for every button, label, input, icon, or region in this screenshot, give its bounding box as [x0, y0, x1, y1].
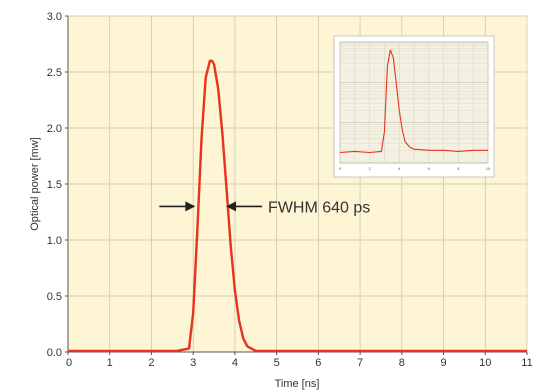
x-tick-label: 0 — [66, 357, 72, 369]
fwhm-arrowhead-right — [226, 201, 237, 212]
inset-x-tick-label: 4 — [398, 166, 401, 171]
inset-series-line — [339, 49, 488, 154]
tick-labels: 0 1 2 3 4 5 6 7 8 9 10 11 0.0 0.5 1.0 1.5 2.0 2.5 3.0 — [47, 11, 533, 369]
inset-x-tick-label: 2 — [368, 166, 371, 171]
inset-x-tick-label: 6 — [428, 166, 431, 171]
y-tick-label: 0.5 — [47, 291, 62, 303]
series-layer — [68, 59, 527, 353]
x-tick-label: 3 — [190, 357, 196, 369]
x-tick-label: 10 — [479, 357, 491, 369]
y-tick-label: 0.0 — [47, 347, 62, 359]
y-tick-label: 2.0 — [47, 123, 62, 135]
x-axis-label: Time [ns] — [275, 378, 320, 390]
fwhm-label: FWHM 640 ps — [268, 199, 370, 216]
y-axis-label: Optical power [mw] — [29, 137, 41, 231]
x-tick-label: 2 — [148, 357, 154, 369]
fwhm-arrowhead-left — [185, 201, 196, 212]
x-tick-label: 7 — [357, 357, 363, 369]
y-tick-label: 2.5 — [47, 67, 62, 79]
inset-x-tick-label: 10 — [486, 166, 491, 171]
x-tick-label: 4 — [232, 357, 238, 369]
series-line — [68, 59, 527, 353]
x-tick-label: 6 — [315, 357, 321, 369]
x-tick-label: 1 — [107, 357, 113, 369]
x-tick-label: 11 — [521, 357, 532, 369]
y-tick-label: 1.5 — [47, 179, 62, 191]
inset-chart: 0 2 4 6 8 10 — [333, 35, 495, 178]
fwhm-annotation: FWHM 640 ps — [159, 199, 370, 216]
y-tick-label: 1.0 — [47, 235, 62, 247]
x-tick-label: 8 — [399, 357, 405, 369]
y-tick-label: 3.0 — [47, 11, 62, 23]
x-tick-label: 9 — [440, 357, 446, 369]
x-tick-label: 5 — [274, 357, 280, 369]
inset-x-tick-label: 8 — [457, 166, 460, 171]
inset-x-tick-label: 0 — [339, 166, 342, 171]
